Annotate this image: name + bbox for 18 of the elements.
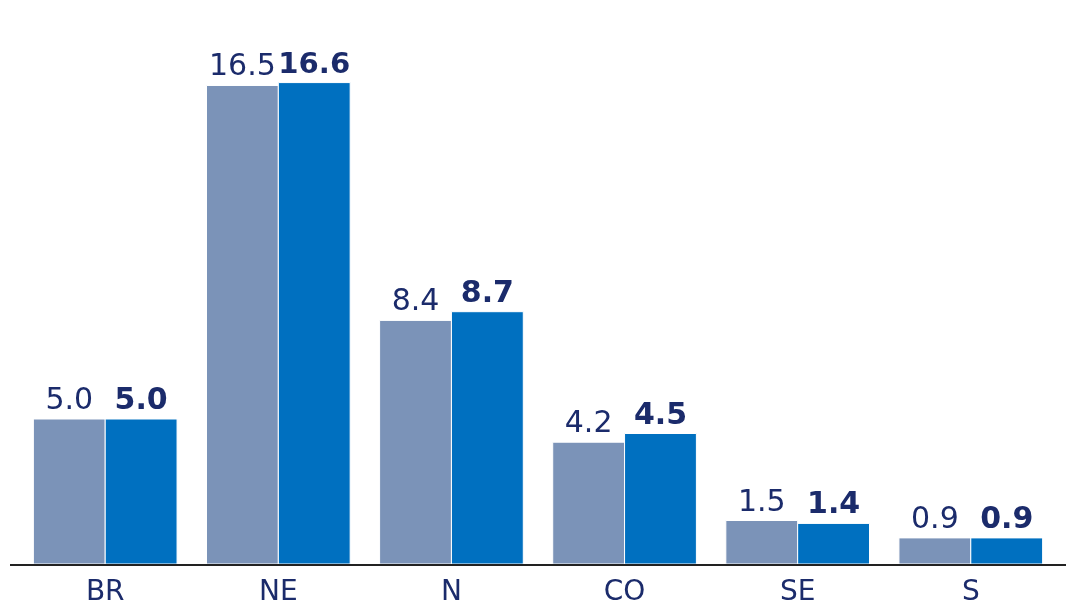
data-label: 1.5 — [737, 482, 786, 518]
data-label: 5.0 — [114, 381, 168, 416]
data-label: 8.7 — [460, 273, 514, 309]
x-tick-label: BR — [85, 573, 125, 607]
x-tick-label: S — [961, 573, 980, 607]
data-label: 1.4 — [807, 485, 861, 521]
x-tick-label: NE — [259, 573, 298, 607]
x-tick-label: N — [440, 573, 462, 607]
data-label: 4.2 — [564, 404, 613, 440]
data-label: 16.6 — [278, 45, 351, 80]
data-label: 16.5 — [209, 47, 276, 83]
data-label: 4.5 — [633, 395, 688, 431]
x-tick-label: CO — [603, 573, 646, 607]
x-tick-label: SE — [779, 573, 816, 607]
data-label: 0.9 — [911, 499, 959, 535]
data-label: 8.4 — [391, 282, 440, 318]
data-label: 0.9 — [980, 499, 1034, 535]
data-label: 5.0 — [45, 381, 94, 416]
